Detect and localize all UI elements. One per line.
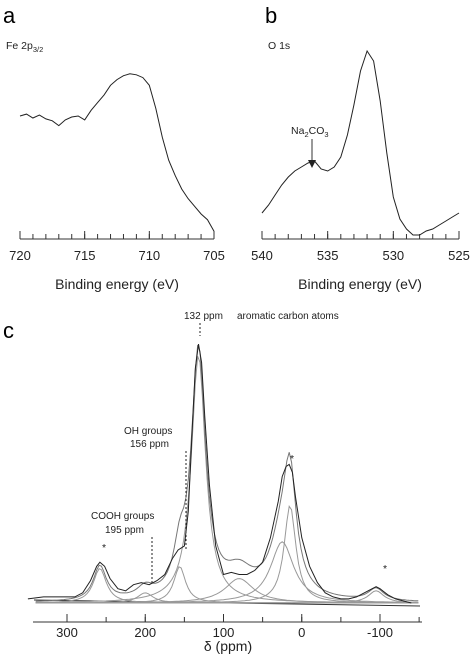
panel-c-asterisk-2: * (290, 453, 294, 465)
panel-c-cooh-ppm-label: 195 ppm (105, 525, 144, 536)
panel-a-ticks: 720 715 710 705 (9, 231, 225, 263)
panel-a-letter: a (3, 3, 16, 28)
panel-a-tick-label-3: 705 (203, 248, 225, 263)
panel-b-arrow-head (308, 160, 316, 168)
panel-b-letter: b (265, 3, 277, 28)
panel-c-x-axis-title: δ (ppm) (204, 638, 252, 654)
panel-c-fit-components (35, 356, 419, 604)
panel-b-spectrum (261, 49, 460, 236)
panel-b: b O 1s 540 535 530 525 Na2CO3 Binding energ… (251, 3, 470, 292)
panel-c-tick-label-2: 100 (213, 625, 235, 640)
panel-b-tick-label-1: 535 (317, 248, 339, 263)
panel-b-x-axis-title: Binding energy (eV) (298, 276, 422, 292)
panel-c: c 300 200 100 0 -100 132 ppm aromatic carbon… (3, 311, 422, 654)
panel-c-tick-label-0: 300 (56, 625, 78, 640)
panel-c-fit-component-5 (35, 541, 419, 604)
panel-a-tick-label-1: 715 (74, 248, 96, 263)
panel-b-ticks: 540 535 530 525 (251, 231, 470, 263)
panel-b-na2co3-label: Na2CO3 (291, 125, 329, 139)
panel-a: a Fe 2p3/2 720 715 710 705 Binding energy (… (3, 3, 225, 292)
panel-a-tick-label-2: 710 (138, 248, 160, 263)
panel-a-label: Fe 2p3/2 (6, 40, 43, 54)
panel-c-ticks: 300 200 100 0 -100 (56, 614, 420, 640)
panel-c-fit-envelope (35, 344, 419, 602)
panel-c-asterisk-1: * (102, 542, 106, 554)
panel-c-oh-label: OH groups (124, 426, 172, 437)
panel-c-132ppm-label: 132 ppm (184, 311, 223, 322)
panel-b-label: O 1s (268, 40, 290, 52)
panel-c-fit-component-3 (35, 356, 419, 604)
panel-c-cooh-label: COOH groups (91, 511, 154, 522)
panel-c-fit-component-2 (35, 566, 419, 604)
panel-a-spectrum (19, 73, 215, 232)
panel-c-tick-label-1: 200 (134, 625, 156, 640)
panel-a-tick-label-0: 720 (9, 248, 31, 263)
panel-b-tick-label-0: 540 (251, 248, 273, 263)
panel-c-oh-ppm-label: 156 ppm (130, 439, 169, 450)
panel-c-spectrum (27, 344, 412, 604)
panel-c-asterisk-3: * (383, 563, 387, 575)
panel-c-tick-label-3: 0 (298, 625, 305, 640)
panel-b-tick-label-2: 530 (382, 248, 404, 263)
panel-c-aromatic-label: aromatic carbon atoms (237, 311, 339, 322)
panel-c-tick-label-4: -100 (367, 625, 393, 640)
panel-a-x-axis-title: Binding energy (eV) (55, 276, 179, 292)
panel-c-fit-component-7 (35, 590, 419, 604)
panel-b-tick-label-3: 525 (448, 248, 470, 263)
panel-c-letter: c (3, 318, 14, 343)
